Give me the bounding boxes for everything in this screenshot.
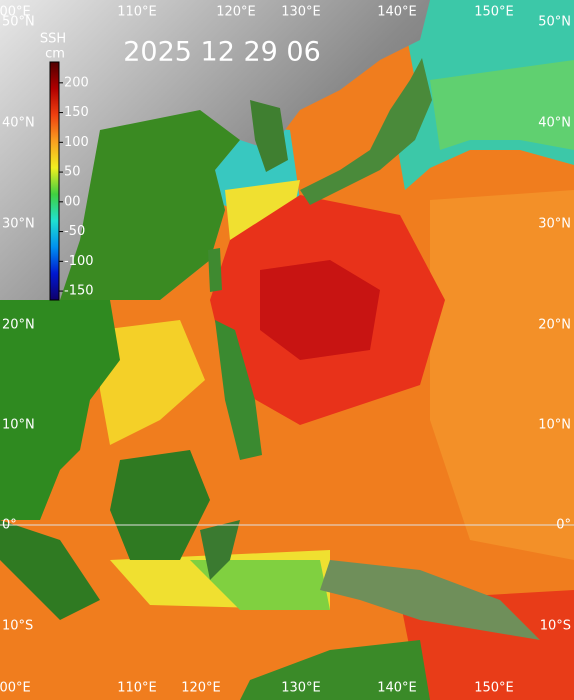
indochina [0, 300, 120, 520]
colorbar-units: cm [45, 47, 65, 62]
lon-label: 150°E [474, 5, 514, 20]
lon-label: 110°E [117, 681, 157, 696]
warm-core [260, 260, 380, 360]
colorbar-tick-label: 50 [64, 165, 81, 180]
lat-label: 10°N [538, 418, 571, 433]
lon-label: 150°E [474, 681, 514, 696]
lat-label: 10°N [2, 418, 35, 433]
lat-label: 20°N [538, 318, 571, 333]
lon-label: 130°E [281, 681, 321, 696]
lon-label: 110°E [117, 5, 157, 20]
lat-label: 0° [2, 518, 17, 533]
lon-label: 100°E [0, 681, 31, 696]
colorbar-tick-label: -100 [64, 254, 94, 269]
land-green [60, 110, 240, 330]
colorbar-tick-label: 00 [64, 194, 81, 209]
lon-label: 130°E [281, 5, 321, 20]
lat-label: 20°N [2, 318, 35, 333]
lat-label: 40°N [538, 116, 571, 131]
colorbar-label: SSH [40, 32, 66, 47]
taiwan [208, 248, 222, 292]
new-guinea [320, 560, 540, 640]
lat-label: 30°N [2, 217, 35, 232]
sumatra [0, 520, 100, 620]
cold-region [430, 60, 574, 150]
banda-sea [190, 560, 330, 610]
colorbar-tick-label: 150 [64, 105, 89, 120]
lat-label: 0° [556, 518, 571, 533]
lat-label: 40°N [2, 116, 35, 131]
japan [300, 58, 432, 205]
scs-yellow [100, 320, 205, 445]
lon-label: 120°E [216, 5, 256, 20]
lat-label: 50°N [538, 15, 571, 30]
lon-label: 120°E [181, 681, 221, 696]
australia [240, 640, 430, 700]
lon-label: 140°E [377, 5, 417, 20]
lon-label: 100°E [0, 5, 31, 20]
lat-label: 10°S [540, 619, 571, 634]
colorbar [49, 61, 60, 301]
colorbar-tick-label: 100 [64, 135, 89, 150]
sulawesi [200, 520, 240, 580]
korea [250, 100, 288, 172]
colorbar-tick-label: 200 [64, 75, 89, 90]
lat-label: 30°N [538, 217, 571, 232]
philippines [215, 320, 262, 460]
lat-label: 50°N [2, 15, 35, 30]
borneo [110, 450, 210, 560]
lon-label: 140°E [377, 681, 417, 696]
lat-label: 10°S [2, 619, 33, 634]
colorbar-tick-label: -50 [64, 224, 85, 239]
map-title: 2025 12 29 06 [123, 37, 321, 68]
colorbar-tick-label: -150 [64, 284, 94, 299]
ocean-light [430, 190, 574, 560]
